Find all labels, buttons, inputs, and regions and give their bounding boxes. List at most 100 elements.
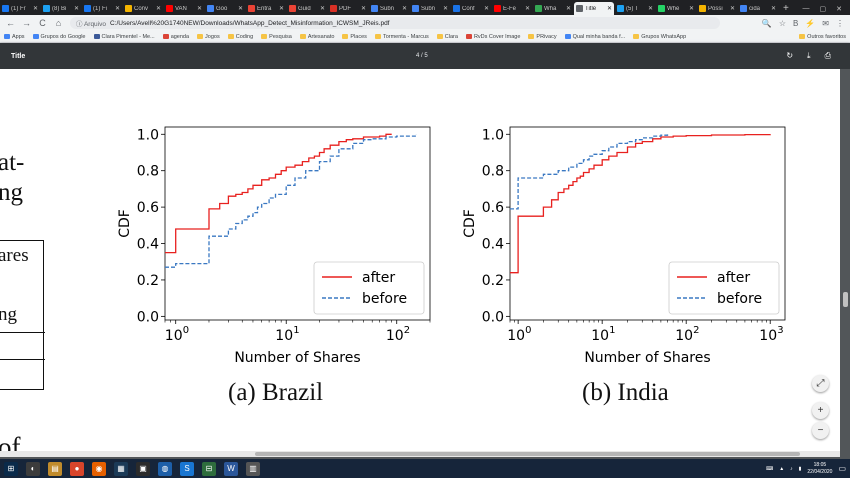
bookmark-item[interactable]: Places [342,34,367,40]
browser-tab[interactable]: Wha ✕ [533,2,573,15]
bookmark-item[interactable]: Clara Pimentel - Me... [93,34,155,40]
taskbar-app-icon[interactable]: ⊞ [4,461,18,476]
bookmark-item[interactable]: Grupos WhatsApp [633,34,686,40]
tab-close-icon[interactable]: ✕ [606,6,612,12]
bookmark-item[interactable]: PRivacy [528,34,557,40]
tray-expand-icon[interactable]: ▲ [779,465,785,472]
browser-tab[interactable]: Entra ✕ [246,2,286,15]
tab-close-icon[interactable]: ✕ [32,6,38,12]
bookmark-star-icon[interactable]: ☆ [778,18,786,28]
browser-tab[interactable]: (8) Bi ✕ [41,2,81,15]
tab-close-icon[interactable]: ✕ [483,6,489,12]
tab-close-icon[interactable]: ✕ [565,6,571,12]
fit-page-button[interactable]: ⤢ [812,375,829,392]
taskbar-app-icon[interactable]: ◐ [26,461,40,476]
new-tab-button[interactable]: + [783,3,789,14]
tab-close-icon[interactable]: ✕ [73,6,79,12]
horizontal-scroll-thumb[interactable] [255,452,800,456]
reload-icon[interactable]: C [39,18,46,28]
extension-bolt-icon[interactable]: ⚡ [805,18,816,28]
tab-close-icon[interactable]: ✕ [360,6,366,12]
tab-close-icon[interactable]: ✕ [688,6,694,12]
extension-icon[interactable]: B [792,18,799,28]
tab-close-icon[interactable]: ✕ [647,6,653,12]
bookmark-item[interactable]: Pesquisa [261,34,292,40]
browser-tab[interactable]: (1) Fr ✕ [0,2,40,15]
taskbar-app-icon[interactable]: S [180,461,194,476]
tab-close-icon[interactable]: ✕ [770,6,776,12]
vertical-scroll-thumb[interactable] [843,292,848,307]
bookmark-item[interactable]: Jogos [197,34,220,40]
bookmark-item[interactable]: Artesanato [299,34,334,40]
browser-tab[interactable]: E-Fe ✕ [492,2,532,15]
rotate-icon[interactable]: ↻ [786,51,794,60]
browser-tab[interactable]: Guid ✕ [287,2,327,15]
bookmark-item[interactable]: RvDs Cover Image [465,34,520,40]
home-icon[interactable]: ⌂ [55,18,62,28]
tab-close-icon[interactable]: ✕ [196,6,202,12]
tab-close-icon[interactable]: ✕ [319,6,325,12]
bookmark-item[interactable]: Apps [4,34,25,40]
taskbar-app-icon[interactable]: ● [70,461,84,476]
zoom-out-button[interactable]: − [812,422,829,439]
browser-tab[interactable]: VAN ✕ [164,2,204,15]
tab-close-icon[interactable]: ✕ [278,6,284,12]
browser-tab[interactable]: PDF ✕ [328,2,368,15]
address-bar[interactable]: ⓘ Arquivo C:/Users/Avell%20G1740NEW/Down… [70,17,720,29]
browser-tab[interactable]: Conf ✕ [451,2,491,15]
other-bookmarks[interactable]: Outros favoritos [799,34,846,40]
browser-tab[interactable]: Goo ✕ [205,2,245,15]
bookmark-item[interactable]: Clara [436,34,458,40]
tab-close-icon[interactable]: ✕ [401,6,407,12]
browser-tab[interactable]: cida ✕ [738,2,778,15]
battery-icon[interactable]: ▮ [798,465,802,472]
zoom-search-icon[interactable]: 🔍 [761,18,772,28]
table-cell-text: ares [0,245,29,266]
bookmark-item[interactable]: Coding [227,34,253,40]
minimize-icon[interactable]: — [802,5,810,12]
browser-tab[interactable]: Possi ✕ [697,2,737,15]
bookmark-item[interactable]: Qual minha banda f... [564,34,625,40]
tab-favicon-icon [535,5,542,12]
browser-tab[interactable]: (1) Fi ✕ [82,2,122,15]
maximize-icon[interactable]: ▢ [819,5,827,13]
back-icon[interactable]: ← [6,18,15,28]
extension-mail-icon[interactable]: ✉ [822,18,829,28]
keyboard-icon[interactable]: ⌨ [765,465,774,472]
bookmark-item[interactable]: agenda [162,34,189,40]
browser-tab[interactable]: Conv ✕ [123,2,163,15]
vertical-scrollbar[interactable] [840,69,850,457]
taskbar-app-icon[interactable]: ▥ [246,461,260,476]
taskbar-app-icon[interactable]: ⊟ [202,461,216,476]
browser-tab[interactable]: Whe ✕ [656,2,696,15]
close-window-icon[interactable]: ✕ [836,5,842,13]
browser-tab[interactable]: Title ✕ [574,2,614,15]
taskbar-app-icon[interactable]: ▤ [48,461,62,476]
taskbar-app-icon[interactable]: ▦ [114,461,128,476]
taskbar-app-icon[interactable]: ▣ [136,461,150,476]
print-icon[interactable]: ⎙ [824,51,831,60]
notifications-icon[interactable]: ▭ [838,464,846,473]
tab-close-icon[interactable]: ✕ [237,6,243,12]
tab-close-icon[interactable]: ✕ [729,6,735,12]
browser-tab[interactable]: (5) T ✕ [615,2,655,15]
bookmark-item[interactable]: Tormenta - Marcus [374,34,429,40]
tab-close-icon[interactable]: ✕ [114,6,120,12]
menu-icon[interactable]: ⋮ [836,18,844,28]
browser-tab[interactable]: Subn ✕ [369,2,409,15]
tab-close-icon[interactable]: ✕ [442,6,448,12]
forward-icon[interactable]: → [22,18,31,28]
y-tick-label: 0.2 [137,273,159,289]
zoom-in-button[interactable]: + [812,402,829,419]
browser-tab[interactable]: Subn ✕ [410,2,450,15]
taskbar-app-icon[interactable]: ◍ [158,461,172,476]
clock[interactable]: 18:05 22/04/2020 [807,462,832,476]
taskbar-app-icon[interactable]: ◉ [92,461,106,476]
x-tick-label: 10 0 [507,325,531,344]
download-icon[interactable]: ⤓ [807,51,811,60]
volume-icon[interactable]: ♪ [790,465,793,472]
tab-close-icon[interactable]: ✕ [524,6,530,12]
tab-close-icon[interactable]: ✕ [155,6,161,12]
bookmark-item[interactable]: Grupos do Google [32,34,86,40]
taskbar-app-icon[interactable]: W [224,461,238,476]
